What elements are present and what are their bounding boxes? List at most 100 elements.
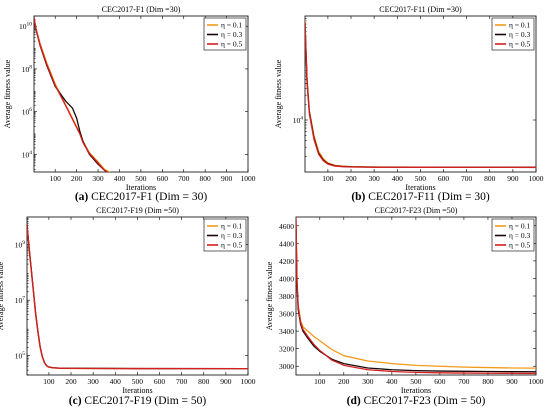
x-tick-label: 600 (434, 377, 446, 386)
x-tick-label: 500 (410, 377, 422, 386)
series-line-3 (27, 224, 248, 370)
y-tick-exponent: 5 (22, 351, 25, 357)
legend-label: η = 0.3 (509, 231, 531, 240)
x-tick-label: 200 (65, 377, 77, 386)
x-tick-label: 1000 (241, 174, 256, 183)
x-tick-label: 400 (392, 174, 404, 183)
y-tick-label: 3800 (279, 292, 294, 301)
x-axis-label: Iterations (122, 386, 152, 395)
x-tick-label: 600 (157, 174, 169, 183)
x-tick-label: 300 (92, 174, 104, 183)
x-tick-label: 300 (362, 377, 374, 386)
legend-label: η = 0.3 (509, 30, 531, 39)
y-tick-label: 3400 (279, 327, 294, 336)
series-group (27, 223, 248, 370)
x-tick-label: 500 (132, 377, 144, 386)
x-tick-label: 1000 (529, 377, 544, 386)
legend-label: η = 0.5 (221, 241, 243, 250)
y-tick-exponent: 6 (29, 107, 32, 113)
x-tick-label: 200 (338, 377, 350, 386)
y-tick-label: 105 (15, 351, 26, 361)
y-tick-exponent: 10 (27, 22, 33, 28)
caption-letter: (a) (75, 191, 89, 203)
series-group (296, 217, 536, 375)
x-tick-label: 600 (438, 174, 450, 183)
chart-title: CEC2017-F1 (Dim =30) (102, 5, 181, 14)
x-tick-label: 500 (415, 174, 427, 183)
legend-label: η = 0.1 (509, 21, 531, 30)
y-tick-exponent: 7 (22, 296, 25, 302)
x-tick-label: 100 (43, 377, 55, 386)
caption-letter: (d) (347, 395, 361, 407)
chart-title: CEC2017-F11 (Dim =30) (379, 5, 462, 14)
caption-letter: (c) (69, 395, 82, 407)
y-tick-base: 10 (293, 116, 301, 125)
chart-panel-3: CEC2017-F19 (Dim =50) 100 200 300 400 500 600 7… (0, 206, 256, 407)
x-tick-label: 400 (114, 174, 126, 183)
y-tick-label: 104 (293, 116, 304, 126)
y-tick-label: 109 (15, 240, 26, 250)
x-tick-label: 400 (110, 377, 122, 386)
legend-label: η = 0.1 (221, 222, 243, 231)
y-tick-label: 4000 (279, 274, 294, 283)
y-tick-label: 3600 (279, 310, 294, 319)
x-tick-label: 800 (482, 377, 494, 386)
y-tick-base: 10 (15, 296, 23, 305)
y-tick-base: 10 (15, 241, 23, 250)
x-tick-label: 700 (178, 174, 190, 183)
legend-label: η = 0.3 (221, 231, 243, 240)
y-tick-label: 4400 (279, 239, 294, 248)
panel-caption: (c) CEC2017-F19 (Dim = 50) (69, 395, 207, 407)
x-axis-label: Iterations (126, 183, 156, 192)
y-tick-base: 10 (22, 65, 30, 74)
x-tick-label: 700 (176, 377, 188, 386)
legend: η = 0.1η = 0.3η = 0.5 (203, 17, 247, 51)
x-tick-label: 800 (200, 174, 212, 183)
y-tick-label: 1010 (19, 22, 32, 32)
y-tick-label: 107 (15, 296, 26, 306)
y-tick-label: 4200 (279, 257, 294, 266)
y-tick-base: 10 (15, 352, 23, 361)
y-tick-base: 10 (22, 108, 30, 117)
x-tick-label: 1000 (529, 174, 544, 183)
x-tick-label: 500 (135, 174, 147, 183)
panel-caption: (d) CEC2017-F23 (Dim = 50) (347, 395, 486, 407)
caption-text: CEC2017-F1 (Dim = 30) (88, 191, 207, 203)
chart-panel-2: CEC2017-F11 (Dim =30) 100 200 300 400 500 600 7… (274, 5, 544, 203)
y-tick-label: 3000 (279, 362, 294, 371)
y-tick-label: 108 (22, 64, 33, 74)
x-tick-label: 100 (314, 377, 326, 386)
x-tick-label: 700 (458, 377, 470, 386)
x-tick-label: 800 (198, 377, 210, 386)
panel-caption: (b) CEC2017-F11 (Dim = 30) (351, 191, 489, 203)
x-tick-label: 200 (345, 174, 357, 183)
y-tick-exponent: 9 (22, 240, 25, 246)
x-tick-label: 700 (461, 174, 473, 183)
chart-title: CEC2017-F19 (Dim =50) (96, 206, 179, 215)
legend-label: η = 0.1 (509, 222, 531, 231)
caption-text: CEC2017-F19 (Dim = 50) (82, 395, 207, 407)
legend-label: η = 0.5 (509, 40, 531, 49)
x-tick-label: 900 (506, 377, 518, 386)
x-tick-label: 600 (154, 377, 166, 386)
y-tick-label: 4600 (279, 222, 294, 231)
x-tick-label: 100 (50, 174, 62, 183)
x-tick-label: 300 (88, 377, 100, 386)
legend: η = 0.1η = 0.3η = 0.5 (491, 17, 535, 51)
x-tick-label: 300 (369, 174, 381, 183)
legend-label: η = 0.5 (221, 40, 243, 49)
x-tick-label: 100 (322, 174, 334, 183)
x-tick-label: 400 (386, 377, 398, 386)
x-tick-label: 1000 (241, 377, 256, 386)
caption-text: CEC2017-F23 (Dim = 50) (361, 395, 486, 407)
chart-panel-1: CEC2017-F1 (Dim =30) 100 200 300 400 500 600 70… (3, 5, 256, 203)
caption-letter: (b) (351, 191, 365, 203)
y-tick-label: 104 (22, 150, 33, 160)
series-line-3 (34, 17, 110, 172)
series-line-3 (296, 217, 536, 375)
y-axis-label: Average fitness value (274, 59, 283, 128)
series-group (34, 17, 111, 172)
caption-text: CEC2017-F11 (Dim = 30) (365, 191, 489, 203)
legend-label: η = 0.1 (221, 21, 243, 30)
